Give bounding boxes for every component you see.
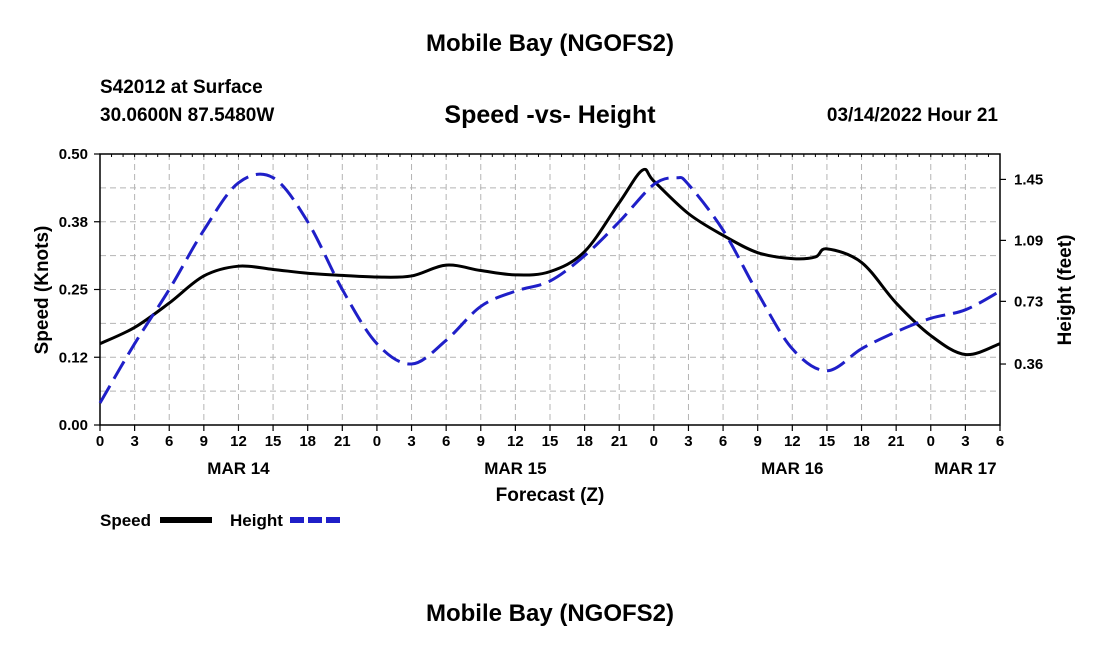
x-tick-label: 3 — [407, 433, 415, 450]
series-lines — [98, 167, 1001, 404]
y-left-tick-label: 0.00 — [59, 417, 88, 434]
chart-title: Mobile Bay (NGOFS2) — [425, 30, 675, 57]
chart-subtitle: Speed -vs- Height — [444, 101, 656, 129]
x-tick-label: 12 — [507, 433, 524, 450]
x-tick-label: 9 — [200, 433, 208, 450]
y-right-tick-label: 0.73 — [1014, 293, 1043, 310]
date-label: MAR 16 — [761, 459, 823, 478]
chart-grid — [100, 154, 1000, 425]
x-tick-label: 18 — [576, 433, 593, 450]
forecast-datetime: 03/14/2022 Hour 21 — [826, 105, 998, 126]
x-tick-label: 9 — [477, 433, 485, 450]
date-label: MAR 14 — [207, 459, 270, 478]
x-tick-label: 15 — [819, 433, 836, 450]
x-tick-label: 6 — [442, 433, 450, 450]
y-axis-right-label: Height (feet) — [1055, 235, 1076, 346]
x-tick-label: 3 — [684, 433, 692, 450]
x-tick-label: 12 — [230, 433, 247, 450]
height-series-line — [98, 172, 1001, 404]
y-left-tick-label: 0.38 — [59, 214, 88, 231]
station-label: S42012 at Surface — [100, 77, 263, 98]
y-left-tick-label: 0.25 — [59, 282, 88, 299]
x-tick-label: 3 — [961, 433, 969, 450]
second-chart-title: Mobile Bay (NGOFS2) — [425, 600, 675, 627]
x-tick-label: 21 — [334, 433, 351, 450]
x-tick-label: 15 — [542, 433, 559, 450]
x-tick-label: 0 — [650, 433, 658, 450]
x-tick-label: 6 — [719, 433, 727, 450]
x-tick-label: 0 — [373, 433, 381, 450]
station-coordinates: 30.0600N 87.5480W — [100, 105, 275, 126]
y-right-tick-label: 1.09 — [1014, 232, 1043, 249]
y-left-tick-label: 0.50 — [59, 146, 88, 163]
x-tick-label: 15 — [265, 433, 282, 450]
x-tick-label: 18 — [853, 433, 870, 450]
legend-height-label: Height — [230, 511, 283, 530]
date-label: MAR 15 — [484, 459, 546, 478]
x-tick-label: 6 — [996, 433, 1004, 450]
y-right-tick-label: 0.36 — [1014, 356, 1043, 373]
x-tick-label: 3 — [130, 433, 138, 450]
x-tick-label: 21 — [888, 433, 905, 450]
y-right-tick-label: 1.45 — [1014, 171, 1043, 188]
y-axis-left-label: Speed (Knots) — [32, 226, 53, 355]
x-tick-label: 0 — [96, 433, 104, 450]
legend: Speed Height — [100, 511, 342, 530]
axis-ticks: 0 3 6 9 12 15 18 21 0 3 6 9 12 15 18 21 0 3 6 9 12 15 18 21 0 3 6M… — [59, 146, 1043, 478]
x-axis-label: Forecast (Z) — [496, 485, 605, 506]
x-tick-label: 12 — [784, 433, 801, 450]
legend-speed-label: Speed — [100, 511, 151, 530]
x-tick-label: 0 — [927, 433, 935, 450]
speed-series-line — [99, 167, 1001, 357]
date-label: MAR 17 — [934, 459, 996, 478]
y-left-tick-label: 0.12 — [59, 349, 88, 366]
x-tick-label: 18 — [299, 433, 316, 450]
x-tick-label: 21 — [611, 433, 628, 450]
x-tick-label: 9 — [754, 433, 762, 450]
x-tick-label: 6 — [165, 433, 173, 450]
